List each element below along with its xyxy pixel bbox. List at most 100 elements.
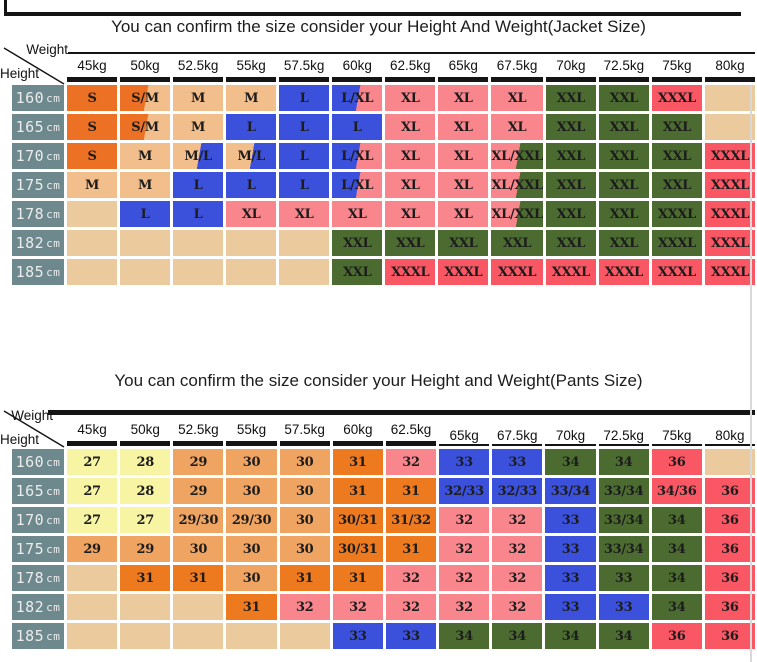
size-cell: 32 <box>385 565 437 591</box>
weight-column-header: 70kg <box>545 408 596 446</box>
height-axis-label: Height <box>0 432 40 447</box>
diagonal-divider-line <box>3 410 65 448</box>
height-unit-label: cm <box>46 178 61 192</box>
size-cell: 32 <box>279 594 330 620</box>
size-cell: S <box>67 143 118 169</box>
size-cell: XL <box>438 201 489 227</box>
size-cell: 34 <box>598 449 649 475</box>
size-cell: XL <box>226 201 277 227</box>
size-cell: L <box>332 114 383 140</box>
weight-axis-label: Weight <box>11 408 53 423</box>
size-cell <box>704 85 755 111</box>
size-cell: 29 <box>120 536 171 562</box>
pants-header-rule <box>48 410 755 415</box>
size-cell: XL <box>438 172 489 198</box>
size-cell: M <box>120 143 171 169</box>
size-cell: 36 <box>651 449 702 475</box>
height-row-header: 182 cm <box>12 230 64 256</box>
size-cell: 30 <box>279 449 330 475</box>
size-cell: 32 <box>385 594 437 620</box>
size-cell: 34 <box>651 507 702 533</box>
size-cell: 27 <box>67 449 118 475</box>
size-cell: 30 <box>279 507 330 533</box>
size-grid: Weight Height 45kg 50kg 52.5kg 55kg 57.5kg 60kg… <box>0 42 755 285</box>
size-cell <box>120 594 171 620</box>
height-row-header: 182 cm <box>12 594 64 620</box>
weight-column-header: 62.5kg <box>385 45 436 82</box>
pants-size-table: Weight Height 45kg 50kg 52.5kg 55kg 57.5kg 60kg… <box>0 408 755 649</box>
size-cell: 32 <box>492 536 543 562</box>
size-cell: XL <box>438 85 489 111</box>
size-cell: 31 <box>332 565 383 591</box>
size-cell: M/L <box>173 143 224 169</box>
size-cell <box>279 259 330 285</box>
height-unit-label: cm <box>46 629 61 643</box>
size-cell: XL <box>438 143 489 169</box>
weight-column-header: 52.5kg <box>173 45 224 82</box>
size-cell <box>67 259 118 285</box>
size-cell: 34 <box>651 594 702 620</box>
size-cell: XXXL <box>651 85 702 111</box>
size-cell: 29 <box>67 536 118 562</box>
size-cell: XL <box>385 143 436 169</box>
size-cell: 33/34 <box>598 536 649 562</box>
height-row-header: 160 cm <box>12 449 64 475</box>
weight-column-header: 55kg <box>226 408 277 446</box>
size-cell: 30 <box>226 565 277 591</box>
weight-column-header: 55kg <box>226 45 277 82</box>
size-cell: 36 <box>704 507 755 533</box>
size-cell <box>67 201 118 227</box>
size-cell <box>120 623 171 649</box>
right-edge-line <box>750 86 752 662</box>
height-row-header: 165 cm <box>12 114 64 140</box>
size-cell <box>173 259 224 285</box>
weight-column-header: 67.5kg <box>491 45 543 82</box>
weight-column-header: 80kg <box>704 408 755 446</box>
size-cell: L <box>279 114 330 140</box>
size-cell: XL <box>491 85 543 111</box>
height-unit-label: cm <box>46 149 61 163</box>
size-cell <box>226 230 277 256</box>
size-cell <box>120 230 171 256</box>
height-row-header: 170 cm <box>12 507 64 533</box>
size-cell <box>67 230 118 256</box>
size-cell: 31 <box>385 478 437 504</box>
size-cell <box>67 594 118 620</box>
size-cell: 32 <box>332 594 383 620</box>
size-cell: 31 <box>120 565 171 591</box>
size-cell: 33 <box>545 594 596 620</box>
weight-column-header: 52.5kg <box>173 408 224 446</box>
size-cell: 34 <box>651 565 702 591</box>
weight-column-header: 57.5kg <box>279 408 330 446</box>
weight-column-header: 72.5kg <box>598 45 649 82</box>
size-cell: S <box>67 114 118 140</box>
size-cell: 31/32 <box>385 507 437 533</box>
height-unit-label: cm <box>46 91 61 105</box>
size-cell: L <box>226 114 277 140</box>
size-cell: XXXL <box>704 230 755 256</box>
size-cell: XXXL <box>438 259 489 285</box>
size-cell: XL <box>385 114 436 140</box>
size-cell <box>67 565 118 591</box>
height-unit-label: cm <box>46 120 61 134</box>
top-left-border-tick <box>4 0 7 14</box>
diagonal-divider-line <box>3 47 65 85</box>
weight-column-header: 50kg <box>120 408 171 446</box>
size-cell: 31 <box>279 565 330 591</box>
size-cell <box>704 114 755 140</box>
weight-column-header: 72.5kg <box>598 408 649 446</box>
size-cell: XL <box>438 114 489 140</box>
height-unit-label: cm <box>46 236 61 250</box>
size-cell: XXL <box>332 230 383 256</box>
weight-column-header: 75kg <box>651 408 702 446</box>
height-row-header: 165 cm <box>12 478 64 504</box>
corner-cell: Weight Height <box>0 408 65 448</box>
size-cell <box>279 623 330 649</box>
size-cell: XXL <box>598 201 649 227</box>
size-cell: 30 <box>226 449 277 475</box>
size-cell: 33/34 <box>598 478 649 504</box>
size-cell <box>67 623 118 649</box>
size-cell: 29 <box>173 449 224 475</box>
size-cell: 31 <box>332 478 383 504</box>
size-cell: S <box>67 85 118 111</box>
